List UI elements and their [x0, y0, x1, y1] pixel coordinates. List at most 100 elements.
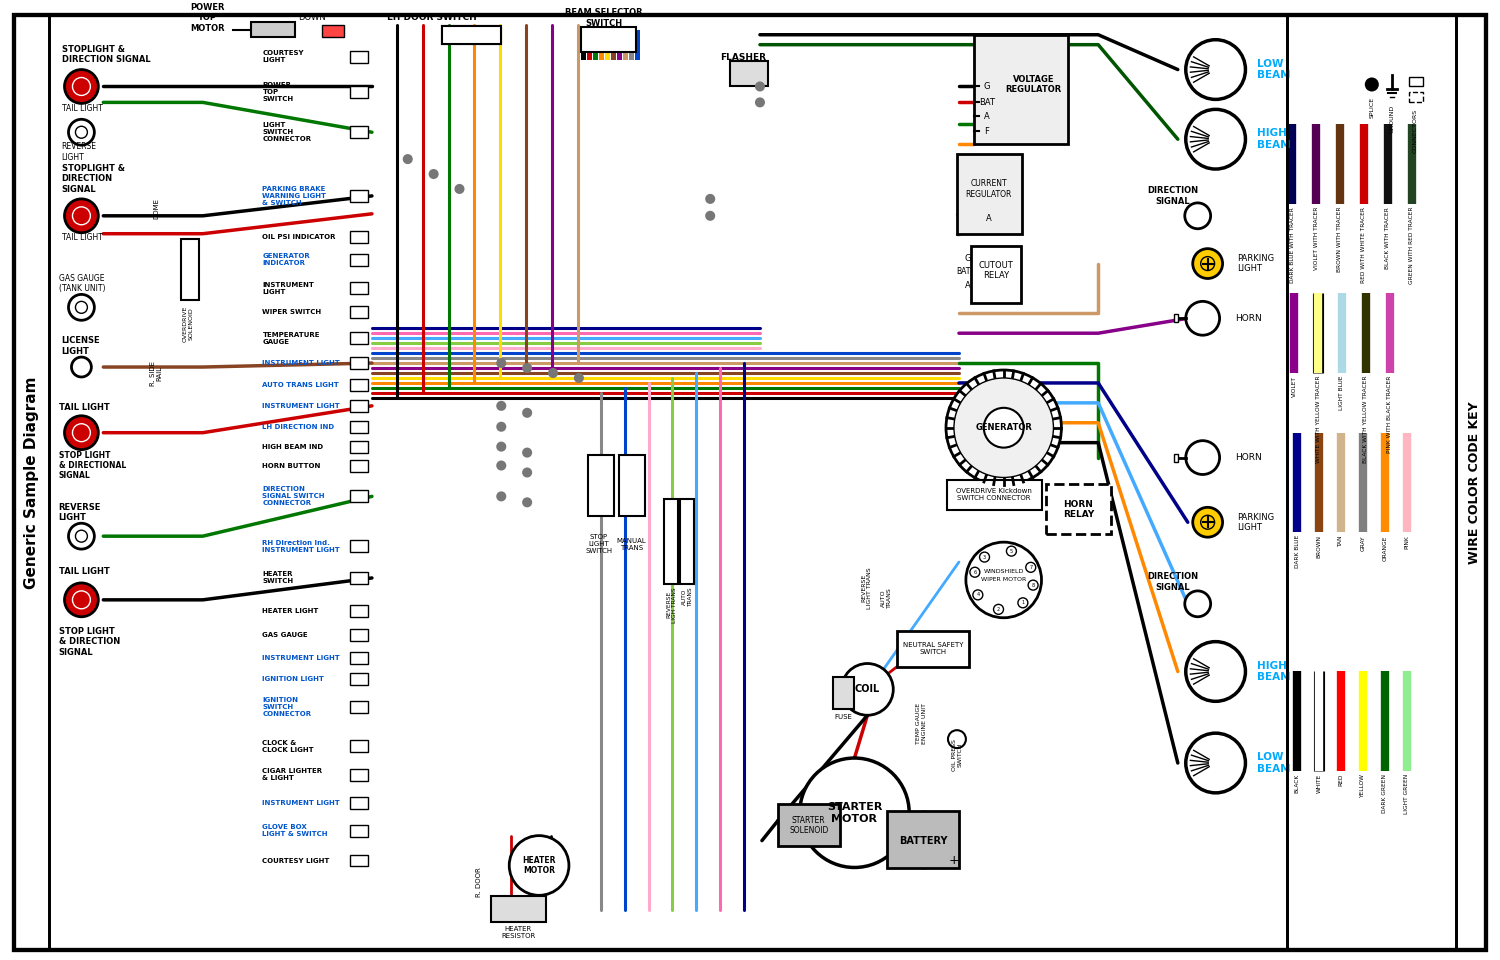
Text: INSTRUMENT LIGHT: INSTRUMENT LIGHT	[262, 360, 340, 366]
Circle shape	[1026, 563, 1035, 572]
Text: INSTRUMENT LIGHT: INSTRUMENT LIGHT	[262, 800, 340, 805]
Circle shape	[72, 78, 90, 95]
Bar	[350, 400, 368, 412]
Bar	[350, 629, 368, 640]
Bar	[833, 678, 855, 709]
Text: LIGHT GREEN: LIGHT GREEN	[1404, 774, 1408, 814]
Bar	[251, 22, 296, 36]
Text: WHITE WITH YELLOW TRACER: WHITE WITH YELLOW TRACER	[1316, 376, 1320, 464]
Bar	[350, 230, 368, 243]
Text: STARTER
SOLENOID: STARTER SOLENOID	[789, 816, 828, 835]
Circle shape	[549, 369, 556, 377]
Text: STOP LIGHT
& DIRECTION
SIGNAL: STOP LIGHT & DIRECTION SIGNAL	[58, 627, 120, 657]
Circle shape	[498, 492, 506, 500]
Text: OVERDRIVE Kickdown
SWITCH CONNECTOR: OVERDRIVE Kickdown SWITCH CONNECTOR	[956, 488, 1032, 501]
Text: GAS GAUGE
(TANK UNIT): GAS GAUGE (TANK UNIT)	[58, 274, 105, 293]
Circle shape	[509, 835, 568, 896]
Text: AUTO TRANS LIGHT: AUTO TRANS LIGHT	[262, 382, 339, 388]
Bar	[604, 30, 609, 60]
Text: BATTERY: BATTERY	[898, 835, 948, 846]
Bar	[350, 357, 368, 369]
Text: BLACK WITH YELLOW TRACER: BLACK WITH YELLOW TRACER	[1364, 376, 1368, 464]
Circle shape	[64, 416, 99, 449]
Text: HEATER LIGHT: HEATER LIGHT	[262, 608, 320, 613]
Text: COIL: COIL	[855, 684, 880, 694]
Bar	[1047, 485, 1112, 534]
Circle shape	[1028, 580, 1038, 590]
Text: HEATER
MOTOR: HEATER MOTOR	[522, 855, 556, 876]
Text: TAIL LIGHT: TAIL LIGHT	[58, 567, 110, 577]
Text: CIGAR LIGHTER
& LIGHT: CIGAR LIGHTER & LIGHT	[262, 768, 322, 781]
Text: WIPER MOTOR: WIPER MOTOR	[981, 578, 1026, 583]
Text: GENERATOR: GENERATOR	[975, 423, 1032, 432]
Text: DOWN: DOWN	[298, 13, 326, 22]
Bar	[350, 253, 368, 266]
Text: HORN
RELAY: HORN RELAY	[1062, 499, 1094, 519]
Text: CURRENT
REGULATOR: CURRENT REGULATOR	[966, 180, 1012, 199]
Text: REVERSE
LIGHT TRANS: REVERSE LIGHT TRANS	[861, 567, 871, 609]
Text: CLOCK &
CLOCK LIGHT: CLOCK & CLOCK LIGHT	[262, 739, 314, 753]
Bar	[350, 825, 368, 836]
Bar	[441, 26, 501, 44]
Circle shape	[69, 523, 94, 549]
Text: TAIL LIGHT: TAIL LIGHT	[62, 104, 102, 113]
Circle shape	[64, 69, 99, 104]
Bar	[350, 332, 368, 344]
Text: TEMP GAUGE
ENGINE UNIT: TEMP GAUGE ENGINE UNIT	[915, 703, 927, 744]
Circle shape	[456, 185, 464, 193]
Text: Generic Sample Diagram: Generic Sample Diagram	[24, 376, 39, 588]
Bar	[350, 491, 368, 502]
Text: REVERSE
LIGHT: REVERSE LIGHT	[58, 503, 100, 522]
Bar	[350, 740, 368, 752]
Bar	[618, 455, 645, 516]
Circle shape	[524, 409, 531, 417]
Text: LH DOOR SWITCH: LH DOOR SWITCH	[387, 13, 477, 22]
Text: POWER
TOP
MOTOR: POWER TOP MOTOR	[190, 3, 225, 33]
Text: TAIL LIGHT: TAIL LIGHT	[62, 233, 102, 242]
Bar	[350, 379, 368, 391]
Text: GREEN WITH RED TRACER: GREEN WITH RED TRACER	[1408, 206, 1414, 284]
Text: DARK BLUE: DARK BLUE	[1294, 535, 1299, 568]
Bar	[974, 35, 1068, 144]
Bar	[897, 631, 969, 666]
Text: AUTO
TRANS: AUTO TRANS	[682, 587, 693, 607]
Circle shape	[1366, 79, 1378, 90]
Circle shape	[72, 206, 90, 225]
Circle shape	[1200, 516, 1215, 529]
Text: 2: 2	[998, 607, 1000, 612]
Text: DIRECTION
SIGNAL: DIRECTION SIGNAL	[1148, 186, 1198, 205]
Bar	[586, 30, 592, 60]
Text: 6: 6	[974, 569, 976, 575]
Bar	[350, 190, 368, 202]
Bar	[778, 804, 840, 846]
Text: TAN: TAN	[1338, 535, 1344, 546]
Circle shape	[498, 359, 506, 367]
Text: HEATER
RESISTOR: HEATER RESISTOR	[501, 925, 536, 939]
Circle shape	[72, 423, 90, 442]
Bar	[580, 30, 586, 60]
Bar	[350, 605, 368, 616]
Text: COURTESY
LIGHT: COURTESY LIGHT	[262, 50, 305, 63]
Circle shape	[756, 99, 764, 107]
Bar	[628, 30, 633, 60]
Text: BEAM SELECTOR
SWITCH: BEAM SELECTOR SWITCH	[566, 8, 642, 28]
Text: STOPLIGHT &
DIRECTION
SIGNAL: STOPLIGHT & DIRECTION SIGNAL	[62, 164, 124, 194]
Circle shape	[498, 422, 506, 431]
Bar	[580, 27, 636, 52]
Circle shape	[948, 731, 966, 748]
Circle shape	[1007, 546, 1017, 556]
Circle shape	[1186, 733, 1245, 793]
Text: AUTO
TRANS: AUTO TRANS	[880, 588, 891, 609]
Bar	[350, 702, 368, 713]
Bar	[350, 127, 368, 138]
Text: PARKING BRAKE
WARNING LIGHT
& SWITCH: PARKING BRAKE WARNING LIGHT & SWITCH	[262, 186, 327, 205]
Text: INSTRUMENT
LIGHT: INSTRUMENT LIGHT	[262, 282, 315, 295]
Text: LIGHT
SWITCH
CONNECTOR: LIGHT SWITCH CONNECTOR	[262, 122, 312, 142]
Text: LOW
BEAM: LOW BEAM	[1257, 753, 1292, 774]
Circle shape	[800, 758, 909, 868]
Bar	[350, 854, 368, 867]
Circle shape	[1186, 641, 1245, 702]
Text: NEUTRAL SAFETY
SWITCH: NEUTRAL SAFETY SWITCH	[903, 642, 963, 655]
Bar	[634, 30, 639, 60]
Text: ORANGE: ORANGE	[1383, 535, 1388, 561]
